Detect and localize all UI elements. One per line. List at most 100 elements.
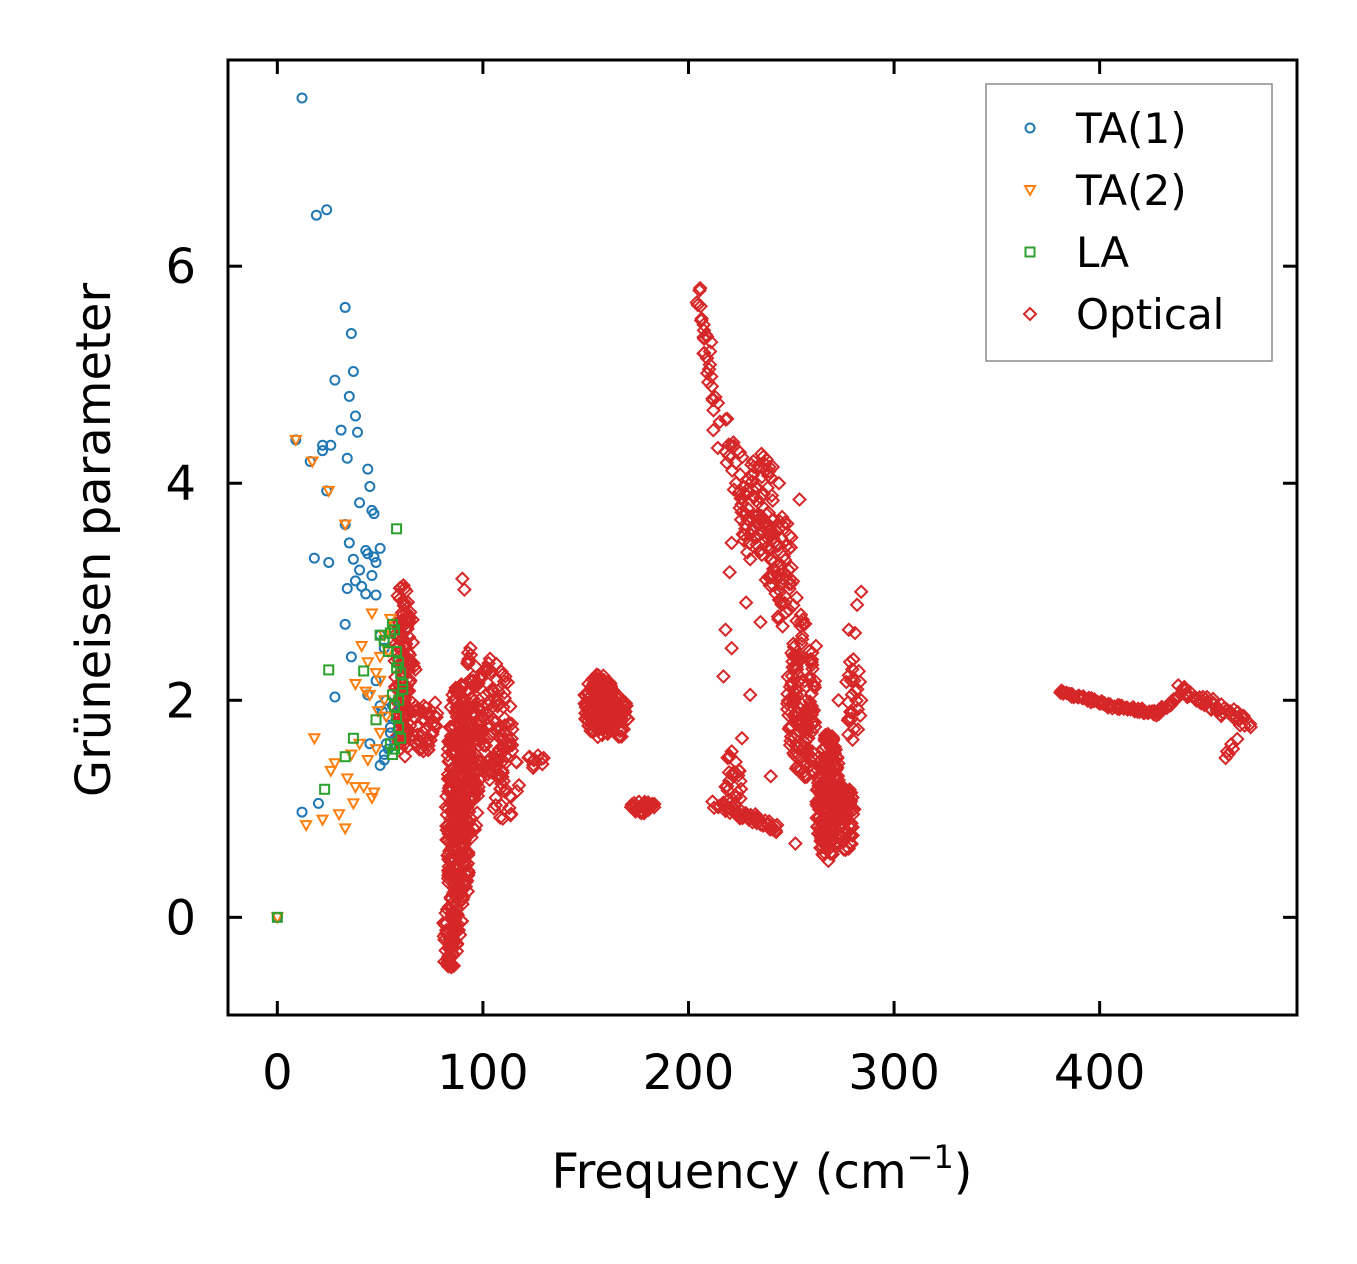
point-optical [489,692,505,708]
point-optical [720,750,735,766]
point-optical [841,711,857,727]
point-optical [462,640,478,656]
point-ta2 [377,695,391,708]
point-optical [710,395,726,411]
point-optical [610,688,626,704]
point-optical [474,698,490,714]
point-optical [852,674,868,690]
point-la [370,714,382,726]
point-optical [466,791,482,807]
point-optical [784,676,799,692]
point-optical [460,654,476,669]
point-optical [809,794,825,810]
point-ta1 [296,806,308,818]
point-optical [463,647,479,663]
point-optical [820,853,836,869]
point-optical [788,709,804,725]
point-la [339,751,351,763]
point-optical [450,795,466,811]
point-optical [469,732,485,747]
point-optical [804,686,820,702]
point-optical [693,298,709,314]
point-optical [790,738,806,754]
point-optical [802,672,818,688]
x-tick-label: 100 [437,1045,529,1101]
point-optical [845,806,861,822]
point-optical [725,765,741,781]
point-optical [703,334,719,350]
point-optical [452,885,468,901]
data-marks [270,92,1259,975]
point-optical [453,760,469,776]
point-ta1 [349,575,361,587]
point-optical [500,674,516,690]
point-optical [595,668,611,684]
point-la [389,624,401,636]
point-optical [692,280,708,296]
point-optical [716,668,731,684]
point-optical [492,810,508,826]
point-ta1 [339,301,351,313]
point-optical [458,854,473,870]
point-la [374,629,386,641]
point-optical [712,414,728,430]
point-optical [442,719,458,735]
point-ta2 [359,686,373,699]
point-optical [467,758,483,774]
x-tick-label: 400 [1054,1045,1146,1101]
point-optical [838,842,854,858]
point-optical [734,730,750,746]
point-optical [442,931,458,947]
point-optical [464,753,480,769]
point-optical [710,440,726,456]
point-optical [738,595,754,611]
point-optical [450,870,465,886]
point-optical [812,753,828,769]
point-optical [447,857,463,873]
point-optical [525,760,541,776]
point-optical [727,765,743,780]
point-optical [408,698,423,714]
point-optical [475,708,491,724]
point-la [319,783,331,795]
point-la [384,738,396,750]
point-optical [722,564,738,580]
point-la [393,721,405,733]
point-optical [838,674,854,690]
point-ta1 [374,542,386,554]
point-ta1 [349,410,361,422]
point-optical [504,737,520,753]
point-optical [456,889,471,905]
point-optical [442,835,457,850]
point-optical [634,805,649,821]
point-optical [444,803,460,818]
point-ta1 [317,439,329,451]
point-optical [833,829,848,845]
point-optical [461,651,476,667]
point-optical [443,811,458,827]
point-optical [488,797,504,813]
point-ta2 [289,434,303,447]
point-optical [778,538,794,554]
point-ta1 [329,374,341,386]
point-la [395,732,407,744]
point-optical [511,777,527,793]
point-ta1 [368,508,380,520]
point-optical [497,784,513,800]
point-optical [739,544,755,560]
point-optical [701,361,717,377]
point-optical [484,726,500,742]
point-optical [425,724,441,740]
point-optical [804,749,820,765]
point-optical [789,613,805,629]
point-optical [745,453,761,469]
point-optical [746,522,761,538]
point-optical [478,660,494,676]
point-optical [398,612,413,628]
x-tick-label: 200 [643,1045,735,1101]
point-optical [456,582,472,598]
point-ta2 [338,519,352,532]
point-optical [481,684,497,700]
point-optical [725,435,741,450]
point-optical [644,796,660,812]
